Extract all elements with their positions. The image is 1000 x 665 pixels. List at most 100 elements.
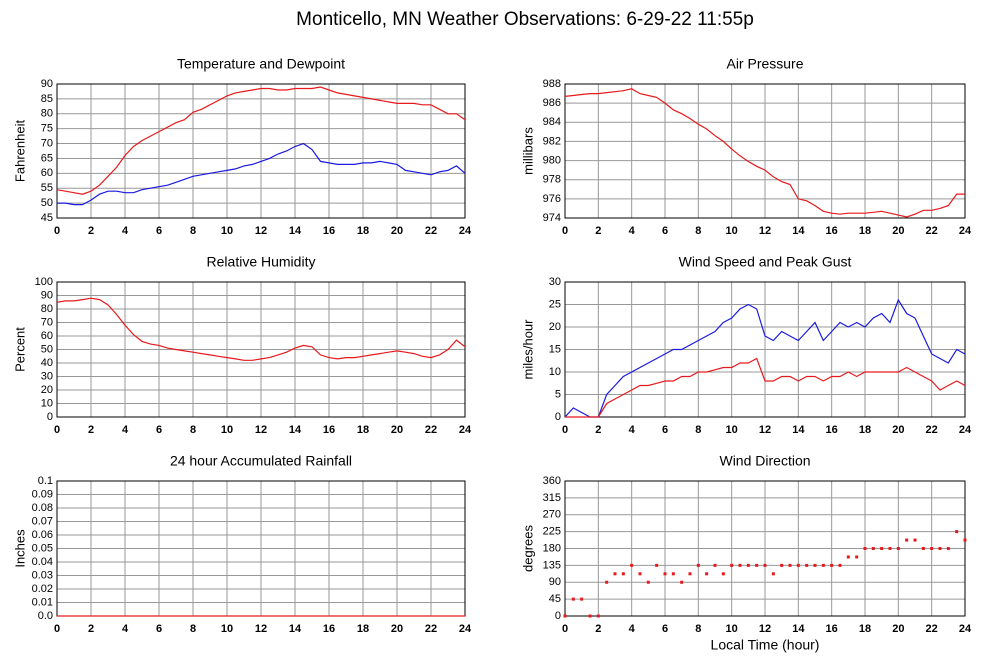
y-tick-label: 0.09 xyxy=(32,488,53,500)
x-tick-label: 8 xyxy=(190,623,196,635)
x-tick-label: 22 xyxy=(425,225,437,237)
y-axis-label: Fahrenheit xyxy=(12,120,27,183)
x-tick-label: 16 xyxy=(826,225,838,237)
chart-title: 24 hour Accumulated Rainfall xyxy=(170,453,352,469)
data-point xyxy=(780,563,784,567)
y-tick-label: 50 xyxy=(41,343,53,355)
data-point xyxy=(888,547,892,550)
data-line xyxy=(56,297,466,361)
x-tick-label: 16 xyxy=(826,424,838,436)
data-point xyxy=(821,563,825,567)
x-tick-label: 14 xyxy=(792,225,805,237)
x-tick-label: 24 xyxy=(959,424,972,436)
x-tick-label: 12 xyxy=(759,225,771,237)
x-tick-label: 0 xyxy=(562,225,568,237)
x-tick-label: 14 xyxy=(289,424,302,436)
data-point xyxy=(630,563,634,567)
data-point xyxy=(796,563,800,567)
y-tick-label: 30 xyxy=(549,276,561,288)
data-point xyxy=(805,563,809,567)
data-point xyxy=(863,547,867,550)
data-point xyxy=(846,555,850,559)
x-tick-label: 20 xyxy=(892,225,904,237)
y-tick-label: 976 xyxy=(543,193,561,205)
y-tick-label: 90 xyxy=(549,576,561,588)
data-point xyxy=(621,572,625,576)
y-tick-label: 80 xyxy=(41,303,53,315)
data-line xyxy=(57,142,466,206)
x-tick-label: 4 xyxy=(122,225,129,237)
x-tick-label: 22 xyxy=(425,623,437,635)
x-tick-label: 18 xyxy=(859,623,871,635)
x-tick-label: 24 xyxy=(459,623,472,635)
data-point xyxy=(921,547,925,550)
y-tick-label: 5 xyxy=(555,388,561,400)
y-tick-label: 0 xyxy=(555,411,561,423)
data-point xyxy=(913,538,917,542)
plot-border xyxy=(564,281,966,418)
x-tick-label: 10 xyxy=(221,623,233,635)
x-tick-label: 0 xyxy=(54,424,60,436)
y-tick-label: 80 xyxy=(41,108,53,120)
x-tick-label: 10 xyxy=(726,424,738,436)
data-point xyxy=(580,597,584,601)
x-tick-label: 12 xyxy=(759,623,771,635)
data-point xyxy=(955,530,959,534)
y-tick-label: 0 xyxy=(555,610,561,622)
x-tick-label: 22 xyxy=(926,623,938,635)
plot-border xyxy=(56,281,466,418)
x-tick-label: 12 xyxy=(759,424,771,436)
y-tick-label: 85 xyxy=(41,93,53,105)
data-point xyxy=(613,572,617,576)
y-tick-label: 40 xyxy=(41,357,53,369)
x-tick-label: 2 xyxy=(595,225,601,237)
y-tick-label: 974 xyxy=(543,212,561,224)
data-point xyxy=(571,597,575,601)
y-tick-label: 315 xyxy=(543,492,561,504)
x-tick-label: 4 xyxy=(629,424,636,436)
y-tick-label: 55 xyxy=(41,182,53,194)
data-point xyxy=(646,580,650,584)
x-tick-label: 24 xyxy=(959,225,972,237)
y-tick-label: 90 xyxy=(41,78,53,90)
y-tick-label: 0.0 xyxy=(38,610,53,622)
page-title: Monticello, MN Weather Observations: 6-2… xyxy=(296,9,754,30)
data-point xyxy=(896,547,900,550)
x-tick-label: 18 xyxy=(357,225,369,237)
y-tick-label: 0.02 xyxy=(32,583,53,595)
chart-title: Wind Speed and Peak Gust xyxy=(679,254,852,270)
y-tick-label: 10 xyxy=(41,397,53,409)
data-line xyxy=(565,357,966,418)
y-tick-label: 0.03 xyxy=(32,569,53,581)
x-tick-label: 12 xyxy=(255,623,267,635)
y-tick-label: 25 xyxy=(549,298,561,310)
y-tick-label: 70 xyxy=(41,137,53,149)
y-tick-label: 45 xyxy=(549,593,561,605)
chart-title: Temperature and Dewpoint xyxy=(177,56,345,72)
y-tick-label: 60 xyxy=(41,330,53,342)
data-point xyxy=(755,563,759,567)
data-point xyxy=(871,547,875,550)
y-tick-label: 982 xyxy=(543,135,561,147)
data-point xyxy=(713,563,717,567)
x-tick-label: 18 xyxy=(859,225,871,237)
x-tick-label: 12 xyxy=(255,225,267,237)
data-point xyxy=(763,563,767,567)
x-tick-label: 22 xyxy=(926,424,938,436)
data-point xyxy=(946,547,950,550)
x-tick-label: 14 xyxy=(289,623,302,635)
x-tick-label: 4 xyxy=(122,623,129,635)
y-axis-label: degrees xyxy=(520,525,535,572)
data-point xyxy=(738,563,742,567)
data-point xyxy=(721,572,725,576)
x-tick-label: 14 xyxy=(792,623,805,635)
y-tick-label: 0.01 xyxy=(32,596,53,608)
y-tick-label: 45 xyxy=(41,212,53,224)
x-tick-label: 4 xyxy=(629,623,636,635)
x-tick-label: 16 xyxy=(323,623,335,635)
data-point xyxy=(855,555,859,559)
x-tick-label: 16 xyxy=(826,623,838,635)
data-line xyxy=(564,88,965,218)
data-point xyxy=(813,563,817,567)
